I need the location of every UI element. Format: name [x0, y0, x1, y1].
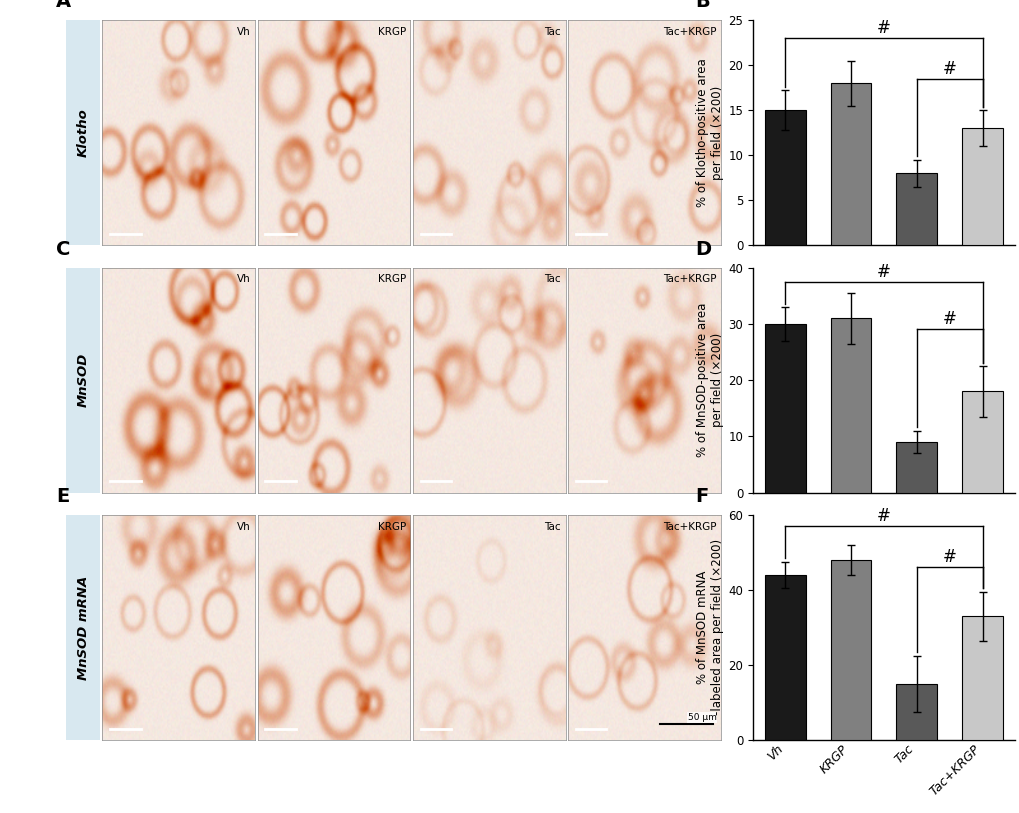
Text: #: # — [876, 507, 890, 525]
Bar — [961, 391, 1002, 493]
Text: Tac+KRGP: Tac+KRGP — [662, 275, 715, 285]
Text: Vh: Vh — [236, 275, 251, 285]
Text: D: D — [695, 240, 711, 259]
Text: MnSOD: MnSOD — [76, 353, 90, 407]
Text: KRGP: KRGP — [377, 275, 406, 285]
Bar — [764, 324, 805, 493]
Text: F: F — [695, 487, 708, 506]
Bar — [896, 442, 936, 493]
Bar — [896, 173, 936, 246]
Bar — [829, 560, 870, 740]
Text: A: A — [56, 0, 71, 11]
Text: E: E — [56, 487, 69, 506]
Text: Vh: Vh — [236, 522, 251, 532]
Bar — [961, 128, 1002, 246]
Text: Tac+KRGP: Tac+KRGP — [662, 27, 715, 37]
Bar — [829, 318, 870, 493]
Text: #: # — [942, 59, 956, 78]
Bar — [764, 111, 805, 246]
Bar — [896, 684, 936, 740]
Text: #: # — [876, 263, 890, 280]
Bar — [829, 83, 870, 246]
Text: Klotho: Klotho — [76, 108, 90, 157]
Text: #: # — [876, 20, 890, 37]
Text: B: B — [695, 0, 709, 11]
Text: MnSOD mRNA: MnSOD mRNA — [76, 576, 90, 680]
Text: Tac+KRGP: Tac+KRGP — [662, 522, 715, 532]
Text: Tac: Tac — [544, 27, 560, 37]
Text: KRGP: KRGP — [377, 522, 406, 532]
Text: C: C — [56, 240, 70, 259]
Text: #: # — [942, 548, 956, 567]
Bar — [961, 616, 1002, 740]
Text: Vh: Vh — [236, 27, 251, 37]
Y-axis label: % of Klotho-positive area
per field (×200): % of Klotho-positive area per field (×20… — [696, 59, 723, 207]
Text: #: # — [942, 311, 956, 328]
Text: Tac: Tac — [544, 275, 560, 285]
Y-axis label: % of MnSOD-positive area
per field (×200): % of MnSOD-positive area per field (×200… — [696, 303, 723, 457]
Text: Tac: Tac — [544, 522, 560, 532]
Bar — [764, 575, 805, 740]
Text: KRGP: KRGP — [377, 27, 406, 37]
Text: 50 μm: 50 μm — [687, 713, 715, 722]
Y-axis label: % of MnSOD mRNA
-labeled area per field (×200): % of MnSOD mRNA -labeled area per field … — [696, 539, 723, 715]
